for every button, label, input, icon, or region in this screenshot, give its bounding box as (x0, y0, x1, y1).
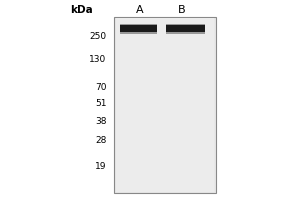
Bar (167, 32, 205, 34)
Bar (167, 25, 205, 32)
Bar (116, 18, 165, 192)
Bar (165, 18, 214, 192)
Text: 130: 130 (89, 55, 107, 64)
Text: 19: 19 (95, 162, 107, 171)
Text: 38: 38 (95, 117, 107, 126)
Text: 51: 51 (95, 99, 107, 108)
Text: B: B (178, 5, 185, 15)
Text: 70: 70 (95, 83, 107, 92)
Bar (167, 24, 205, 27)
Text: 28: 28 (95, 136, 107, 145)
Text: kDa: kDa (70, 5, 93, 15)
Bar (120, 24, 158, 27)
Bar (120, 32, 158, 34)
Bar (114, 17, 216, 193)
Text: 250: 250 (90, 32, 107, 41)
Text: A: A (136, 5, 143, 15)
Bar (120, 25, 158, 32)
